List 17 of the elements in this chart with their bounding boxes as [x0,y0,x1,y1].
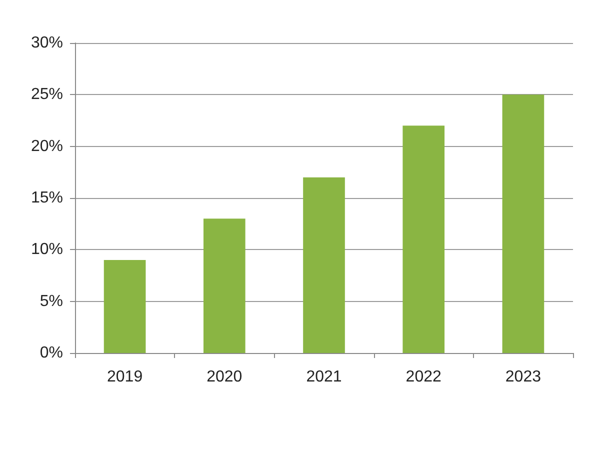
bar [203,218,246,353]
x-tick-label: 2023 [505,368,542,386]
y-tick-label: 10% [30,241,63,258]
x-tick-label: 2020 [206,368,242,386]
y-tick-label: 0% [40,344,63,362]
y-tick-label: 15% [30,190,63,206]
x-tick-label: 2021 [306,368,342,386]
y-tick-label: 5% [40,292,63,310]
bar [303,177,345,353]
bar [402,126,445,353]
bar [502,94,544,353]
y-tick-label: 20% [30,138,63,155]
bar [104,260,146,353]
y-tick-label: 30% [30,34,63,52]
x-tick-label: 2022 [406,368,442,386]
y-tick-label: 25% [30,86,63,104]
x-tick-label: 2019 [107,368,143,386]
